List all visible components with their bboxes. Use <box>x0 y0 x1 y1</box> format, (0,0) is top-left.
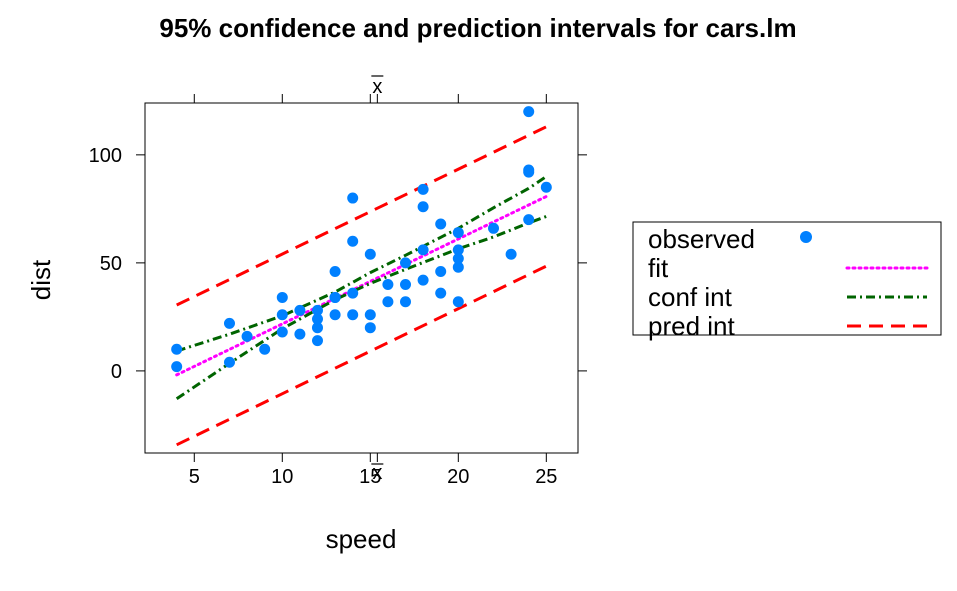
observed-point <box>259 343 271 355</box>
observed-point <box>364 322 376 334</box>
observed-point <box>276 291 288 303</box>
observed-point <box>452 253 464 265</box>
chart-title: 95% confidence and prediction intervals … <box>159 13 796 43</box>
y-tick-label: 0 <box>111 361 122 383</box>
observed-point <box>435 287 447 299</box>
observed-point <box>311 335 323 347</box>
legend-box <box>632 221 942 336</box>
observed-point <box>523 106 535 118</box>
observed-point <box>400 257 412 269</box>
observed-point <box>329 266 341 278</box>
observed-point <box>435 266 447 278</box>
observed-point <box>276 309 288 321</box>
observed-point <box>311 322 323 334</box>
pred-int-upper-line <box>176 125 547 307</box>
observed-point <box>452 296 464 308</box>
observed-point <box>382 296 394 308</box>
x-axis-label: speed <box>326 524 397 554</box>
observed-point <box>294 304 306 316</box>
series-lines <box>175 125 548 447</box>
observed-point <box>329 309 341 321</box>
observed-point <box>241 330 253 342</box>
observed-point <box>540 181 552 193</box>
observed-point <box>505 248 517 260</box>
observed-point <box>329 291 341 303</box>
y-axis-label: dist <box>26 259 56 300</box>
observed-point <box>488 222 500 234</box>
observed-point <box>452 261 464 273</box>
observed-point <box>417 183 429 195</box>
observed-point <box>347 309 359 321</box>
panel-border <box>144 102 579 454</box>
x-tick-label: 25 <box>535 466 557 488</box>
fit-line <box>175 194 548 377</box>
observed-point <box>347 235 359 247</box>
x-mean-label-top: x <box>372 76 382 98</box>
x-tick-label: 5 <box>189 466 200 488</box>
observed-point <box>400 296 412 308</box>
observed-point <box>435 218 447 230</box>
y-tick-label: 50 <box>100 253 122 275</box>
observed-point <box>382 278 394 290</box>
observed-point <box>417 274 429 286</box>
observed-points <box>171 106 552 373</box>
legend-label: fit <box>648 253 669 283</box>
x-mean-label-bottom: x <box>372 462 382 484</box>
observed-point <box>223 356 235 368</box>
observed-point <box>452 227 464 239</box>
x-tick-label: 15 <box>359 466 381 488</box>
legend-key-observed <box>800 231 812 243</box>
observed-point <box>400 278 412 290</box>
observed-point <box>294 328 306 340</box>
observed-point <box>223 317 235 329</box>
plot-panel <box>144 102 579 454</box>
x-tick-label: 20 <box>447 466 469 488</box>
observed-point <box>311 304 323 316</box>
observed-point <box>276 326 288 338</box>
observed-point <box>523 164 535 176</box>
observed-point <box>347 287 359 299</box>
observed-point <box>171 343 183 355</box>
observed-point <box>417 201 429 213</box>
pred-int-lower-line <box>176 264 547 447</box>
axis-ticks <box>136 94 587 462</box>
axis-tick-labels: 5 10 15 20 25 0 50 100 <box>89 145 558 488</box>
x-tick-label: 10 <box>271 466 293 488</box>
observed-point <box>364 248 376 260</box>
observed-point <box>417 244 429 256</box>
observed-point <box>311 313 323 325</box>
legend-label: observed <box>648 224 755 254</box>
legend-label: conf int <box>648 282 733 312</box>
legend-label: pred int <box>648 311 735 341</box>
conf-int-upper-line <box>176 175 548 353</box>
observed-point <box>364 309 376 321</box>
x-mean-markers: xx <box>371 75 384 484</box>
conf-int-lower-line <box>175 215 547 401</box>
y-tick-label: 100 <box>89 145 122 167</box>
observed-point <box>452 244 464 256</box>
observed-point <box>171 361 183 373</box>
observed-point <box>523 214 535 226</box>
observed-point <box>347 192 359 204</box>
